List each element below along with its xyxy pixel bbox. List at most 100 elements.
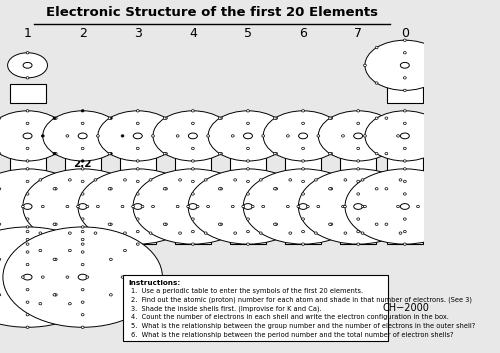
Circle shape: [274, 117, 276, 119]
Circle shape: [242, 205, 244, 208]
Circle shape: [396, 205, 400, 208]
Ellipse shape: [153, 181, 233, 232]
Circle shape: [385, 152, 388, 155]
FancyBboxPatch shape: [285, 154, 321, 174]
Circle shape: [463, 205, 466, 208]
Ellipse shape: [8, 53, 48, 78]
Ellipse shape: [365, 181, 444, 232]
Circle shape: [275, 223, 278, 226]
Ellipse shape: [153, 111, 233, 161]
Circle shape: [81, 160, 84, 162]
FancyBboxPatch shape: [10, 225, 46, 244]
Circle shape: [26, 251, 29, 253]
Circle shape: [344, 179, 347, 181]
FancyBboxPatch shape: [230, 225, 266, 244]
Ellipse shape: [208, 111, 288, 161]
Circle shape: [192, 110, 194, 112]
Circle shape: [22, 276, 25, 278]
Circle shape: [68, 179, 71, 181]
Text: 7: 7: [354, 27, 362, 40]
Circle shape: [302, 193, 304, 195]
Circle shape: [81, 218, 84, 220]
Circle shape: [66, 205, 69, 208]
Circle shape: [306, 205, 309, 208]
Circle shape: [26, 326, 29, 328]
Circle shape: [218, 152, 221, 155]
Circle shape: [124, 303, 126, 305]
Circle shape: [275, 117, 278, 119]
Circle shape: [0, 117, 1, 119]
Circle shape: [302, 243, 304, 245]
Circle shape: [404, 122, 406, 125]
Circle shape: [262, 205, 264, 208]
Circle shape: [149, 232, 152, 234]
Ellipse shape: [354, 204, 362, 209]
Circle shape: [81, 326, 84, 328]
Circle shape: [192, 160, 194, 162]
Circle shape: [357, 160, 360, 162]
Circle shape: [81, 238, 84, 241]
Circle shape: [357, 122, 360, 125]
Circle shape: [192, 243, 194, 245]
Text: 1: 1: [24, 27, 32, 40]
Circle shape: [136, 193, 139, 195]
Circle shape: [404, 180, 406, 183]
FancyBboxPatch shape: [340, 154, 376, 174]
Circle shape: [54, 152, 57, 155]
Circle shape: [404, 160, 406, 162]
Circle shape: [186, 205, 190, 208]
Ellipse shape: [338, 194, 378, 219]
Ellipse shape: [23, 274, 32, 280]
Circle shape: [286, 135, 290, 137]
Circle shape: [152, 135, 154, 137]
FancyBboxPatch shape: [387, 154, 423, 174]
Ellipse shape: [400, 204, 409, 209]
Circle shape: [54, 258, 57, 261]
Circle shape: [136, 122, 139, 125]
Circle shape: [0, 187, 1, 190]
Circle shape: [192, 231, 194, 233]
Circle shape: [344, 232, 347, 234]
Circle shape: [164, 152, 166, 155]
Ellipse shape: [134, 133, 142, 139]
Circle shape: [330, 187, 332, 190]
Circle shape: [220, 152, 222, 155]
Circle shape: [110, 223, 112, 226]
Circle shape: [86, 276, 89, 278]
Circle shape: [314, 232, 318, 234]
FancyBboxPatch shape: [175, 225, 211, 244]
Circle shape: [444, 64, 446, 66]
Circle shape: [54, 223, 57, 226]
Circle shape: [192, 168, 194, 170]
Circle shape: [302, 122, 304, 125]
Circle shape: [357, 110, 360, 112]
Circle shape: [26, 238, 29, 241]
Circle shape: [404, 77, 406, 79]
Circle shape: [446, 179, 448, 181]
Circle shape: [432, 46, 434, 49]
Circle shape: [196, 205, 199, 208]
Circle shape: [432, 223, 434, 226]
Circle shape: [375, 152, 378, 155]
Circle shape: [110, 117, 112, 119]
Circle shape: [302, 218, 304, 220]
Text: 5.  What is the relationship between the group number and the number of electron: 5. What is the relationship between the …: [130, 323, 475, 329]
Ellipse shape: [43, 111, 122, 161]
Circle shape: [164, 223, 168, 226]
Circle shape: [54, 187, 57, 190]
Circle shape: [330, 223, 332, 226]
Ellipse shape: [43, 181, 122, 232]
FancyBboxPatch shape: [64, 225, 100, 244]
Circle shape: [302, 160, 304, 162]
Circle shape: [364, 205, 366, 208]
Ellipse shape: [8, 123, 48, 149]
Circle shape: [141, 276, 144, 278]
Circle shape: [26, 193, 29, 195]
Text: Instructions:: Instructions:: [128, 280, 180, 286]
Ellipse shape: [385, 123, 425, 149]
Circle shape: [81, 110, 84, 112]
Ellipse shape: [23, 239, 142, 315]
FancyBboxPatch shape: [120, 225, 156, 244]
Circle shape: [192, 193, 194, 195]
Ellipse shape: [354, 133, 362, 139]
